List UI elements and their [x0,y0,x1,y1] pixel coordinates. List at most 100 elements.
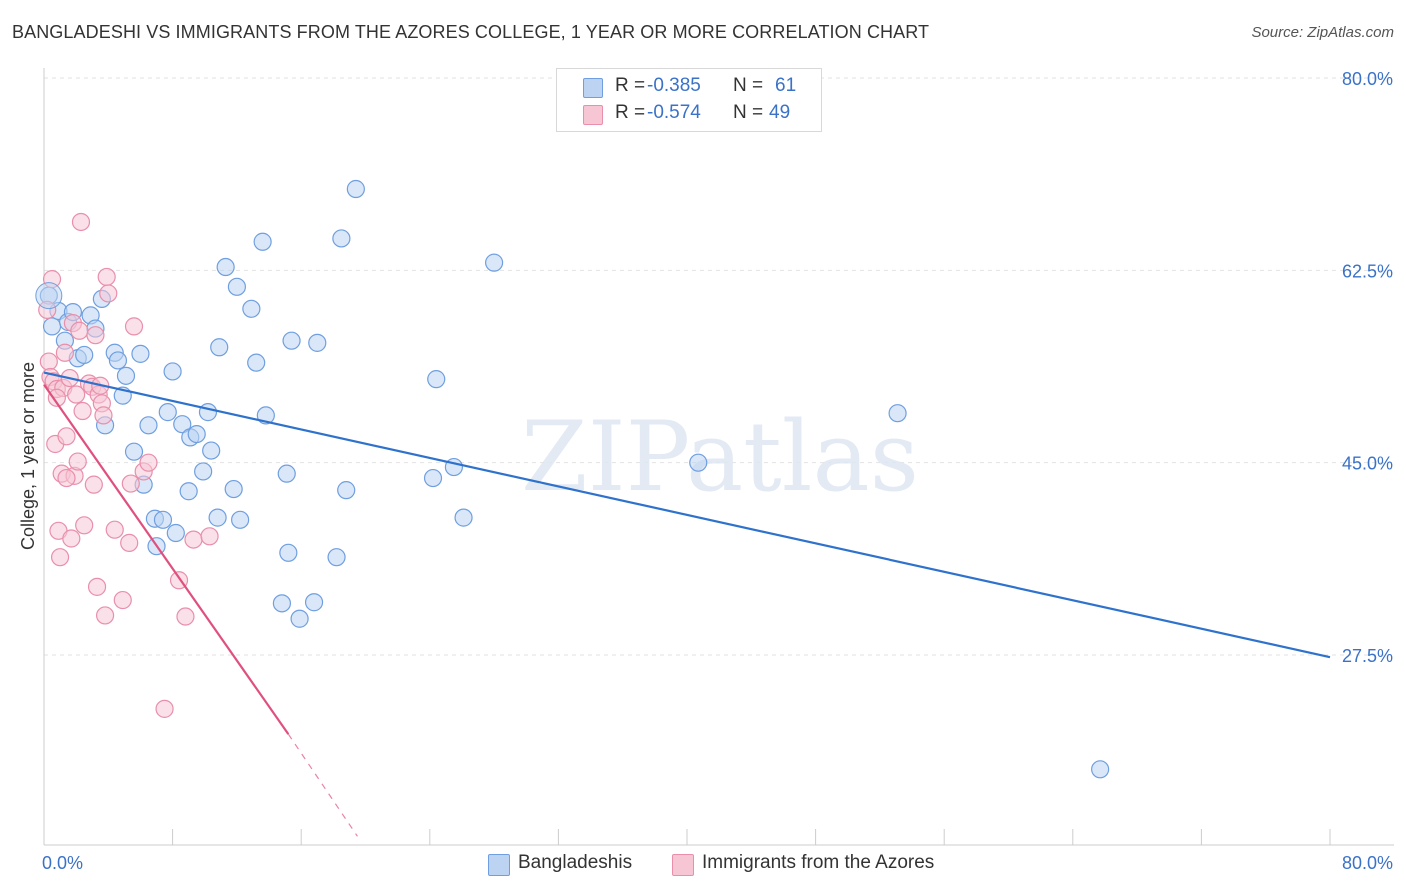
point-azores [70,321,89,340]
point-bangladeshis [187,424,206,444]
point-bangladeshis [423,468,443,488]
point-bangladeshis [247,353,266,372]
point-bangladeshis [272,594,292,613]
point-bangladeshis [163,362,182,381]
point-azores [57,427,76,446]
point-bangladeshis [888,404,907,423]
chart-title: BANGLADESHI VS IMMIGRANTS FROM THE AZORE… [12,22,930,42]
legend-r-label: R = [615,102,646,123]
point-azores [113,590,132,610]
point-bangladeshis [116,366,136,385]
point-azores [184,530,203,549]
point-azores [67,385,86,404]
point-bangladeshis [346,179,365,199]
point-azores [120,533,139,552]
point-bangladeshis [337,481,356,500]
point-bangladeshis [202,441,221,460]
point-bangladeshis [485,253,504,272]
point-bangladeshis [139,416,158,435]
grid-lines [44,77,1394,656]
correlation-legend: R = -0.385 N = 61 R = -0.574 N = 49 [556,68,822,132]
point-azores [73,401,92,421]
point-azores [68,452,87,471]
point-bangladeshis [179,482,198,501]
watermark: ZIPatlas [521,401,919,513]
point-azores [121,474,140,493]
point-azores [94,406,113,425]
point-bangladeshis [224,479,243,499]
point-bangladeshis [332,229,351,248]
point-bangladeshis [208,508,227,527]
point-azores [84,475,103,494]
point-bangladeshis [108,351,128,370]
point-azores [55,343,74,362]
series-label: Bangladeshis [518,852,633,873]
legend-swatch-blue [583,78,603,98]
point-bangladeshis [153,510,173,529]
point-azores [139,453,158,472]
point-bangladeshis [282,331,301,350]
data-points [35,179,1110,779]
y-tick-label: 80.0% [1342,69,1393,89]
point-bangladeshis [227,277,246,296]
point-azores [155,699,174,718]
point-azores [75,516,94,535]
point-bangladeshis [75,345,94,365]
axes [43,68,1394,846]
point-bangladeshis [173,415,192,434]
point-azores [87,577,107,596]
point-bangladeshis [1091,760,1110,779]
point-bangladeshis [198,403,218,422]
legend-n-label: N = [733,102,764,123]
y-tick-label: 45.0% [1342,454,1393,474]
point-bangladeshis [427,370,446,389]
point-azores [95,606,115,625]
y-tick-label: 62.5% [1342,261,1393,281]
series-swatch-blue [488,854,510,876]
point-azores [97,267,116,287]
point-bangladeshis [231,510,250,529]
point-bangladeshis [689,453,708,472]
point-bangladeshis [304,593,324,612]
point-azores [71,212,91,232]
legend-r-value: -0.574 [647,102,701,123]
point-azores [62,529,81,548]
point-azores [99,284,118,303]
point-azores [86,326,105,345]
x-tick-label: 80.0% [1342,853,1393,873]
axis-labels: 27.5% 45.0% 62.5% 80.0% 0.0% 80.0% College, 1 … [18,69,1393,873]
y-axis-label: College, 1 year or more [18,362,38,550]
point-bangladeshis [124,442,144,461]
point-bangladeshis [158,403,177,422]
point-azores [57,468,76,488]
point-azores [176,607,195,626]
point-bangladeshis [166,523,185,543]
legend-r-label: R = [615,75,646,96]
point-azores [105,520,124,539]
chart-source: Source: ZipAtlas.com [1251,24,1394,41]
point-bangladeshis [327,548,346,567]
point-bangladeshis [253,232,272,251]
point-bangladeshis [35,282,63,310]
point-bangladeshis [194,462,213,481]
point-azores [200,527,219,546]
point-bangladeshis [290,609,309,628]
trend-lines [43,371,1331,837]
point-bangladeshis [210,338,229,357]
point-azores [124,317,144,336]
point-bangladeshis [454,508,473,527]
point-azores [47,388,66,407]
legend-swatch-pink [583,105,603,125]
point-bangladeshis [242,299,261,318]
legend-n-label: N = [733,75,764,96]
point-bangladeshis [279,543,298,562]
trend-line-bangladeshis [43,371,1331,659]
series-swatch-pink [672,854,694,876]
legend-n-value: 61 [775,75,797,96]
legend-r-value: -0.385 [647,75,701,96]
point-bangladeshis [42,317,62,336]
point-bangladeshis [216,257,235,277]
point-bangladeshis [277,464,296,483]
point-bangladeshis [131,344,150,363]
